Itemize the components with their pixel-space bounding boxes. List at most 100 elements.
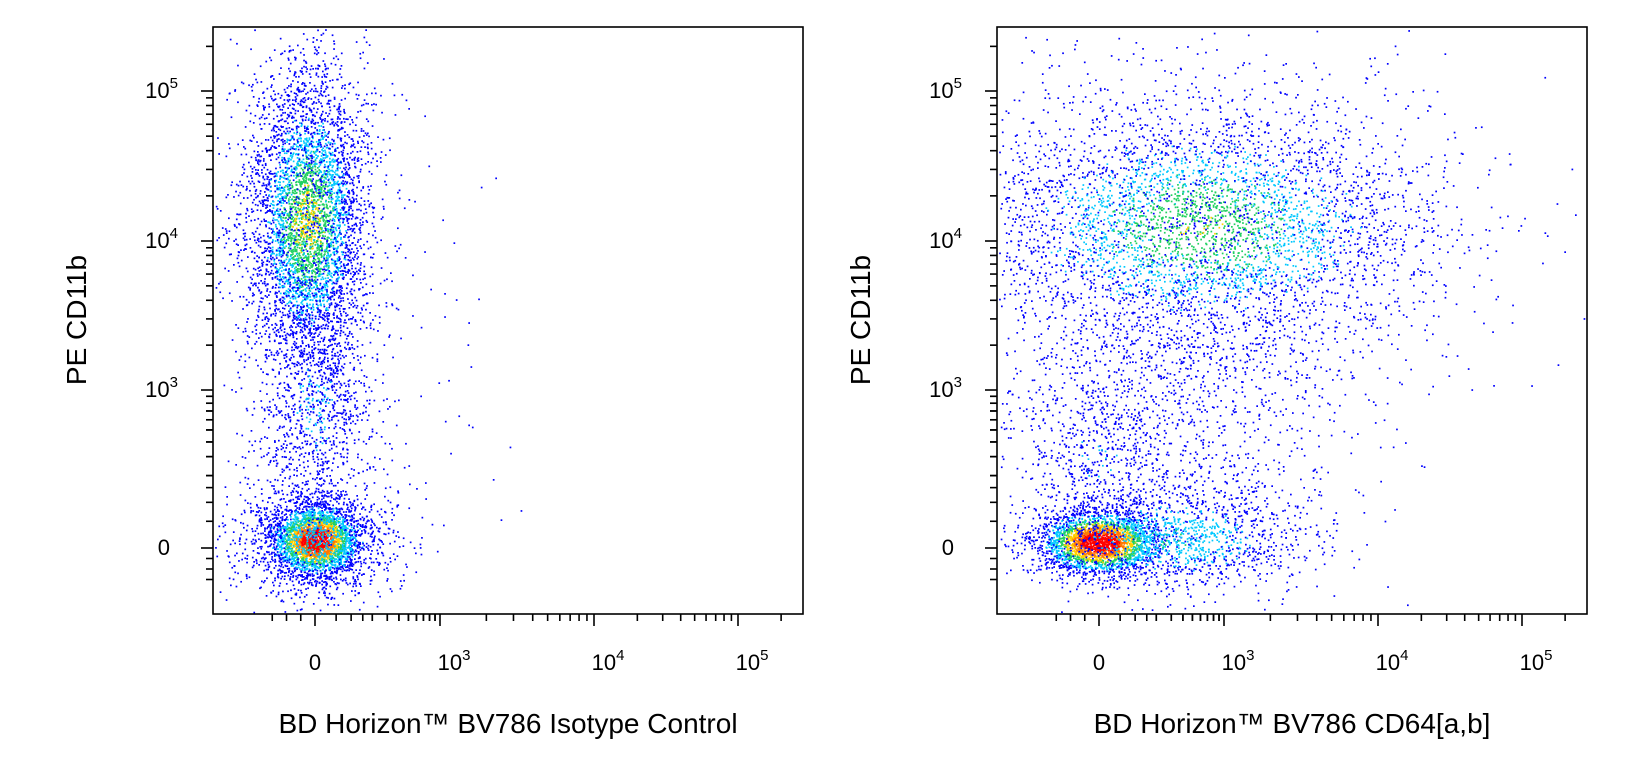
event-dot <box>302 561 304 563</box>
event-dot <box>309 552 311 554</box>
event-dot <box>379 540 381 542</box>
event-dot <box>343 564 345 566</box>
event-dot <box>300 525 302 527</box>
event-dot <box>351 524 353 526</box>
event-dot <box>294 555 296 557</box>
event-dot <box>303 198 305 200</box>
event-dot <box>321 510 323 512</box>
event-dot <box>305 506 307 508</box>
event-dot <box>375 558 377 560</box>
event-dot <box>282 112 284 114</box>
event-dot <box>309 547 311 549</box>
event-dot <box>274 549 276 551</box>
event-dot <box>317 499 319 501</box>
event-dot <box>300 570 302 572</box>
event-dot <box>287 526 289 528</box>
event-dot <box>306 527 308 529</box>
event-dot <box>321 554 323 556</box>
event-dot <box>279 585 281 587</box>
event-dot <box>353 578 355 580</box>
event-dot <box>305 588 307 590</box>
event-dot <box>331 537 333 539</box>
event-dot <box>269 106 271 108</box>
event-dot <box>338 543 340 545</box>
event-dot <box>290 519 292 521</box>
event-dot <box>355 254 357 256</box>
event-dot <box>360 585 362 587</box>
event-dot <box>317 91 319 93</box>
event-dot <box>331 542 333 544</box>
event-dot <box>353 572 355 574</box>
event-dot <box>242 523 244 525</box>
event-dot <box>336 317 338 319</box>
event-dot <box>234 555 236 557</box>
event-dot <box>310 521 312 523</box>
event-dot <box>307 480 309 482</box>
event-dot <box>333 530 335 532</box>
event-dot <box>318 597 320 599</box>
event-dot <box>327 576 329 578</box>
event-dot <box>268 181 270 183</box>
event-dot <box>281 490 283 492</box>
event-dot <box>330 552 332 554</box>
event-dot <box>351 545 353 547</box>
event-dot <box>305 512 307 514</box>
event-dot <box>279 520 281 522</box>
event-dot <box>256 528 258 530</box>
event-dot <box>345 230 347 232</box>
event-dot <box>317 249 319 251</box>
event-dot <box>318 508 320 510</box>
event-dot <box>255 204 257 206</box>
event-dot <box>344 88 346 90</box>
event-dot <box>331 448 333 450</box>
event-dot <box>364 498 366 500</box>
event-dot <box>271 553 273 555</box>
event-dot <box>302 552 304 554</box>
event-dot <box>288 485 290 487</box>
event-dot <box>358 209 360 211</box>
event-dot <box>383 555 385 557</box>
event-dot <box>287 560 289 562</box>
event-dot <box>263 313 265 315</box>
event-dot <box>301 544 303 546</box>
event-dot <box>270 532 272 534</box>
event-dot <box>348 240 350 242</box>
event-dot <box>323 254 325 256</box>
event-dot <box>264 325 266 327</box>
event-dot <box>286 530 288 532</box>
event-dot <box>268 564 270 566</box>
event-dot <box>306 543 308 545</box>
event-dot <box>313 603 315 605</box>
event-dot <box>288 568 290 570</box>
event-dot <box>350 259 352 261</box>
event-dot <box>314 532 316 534</box>
event-dot <box>291 530 293 532</box>
event-dot <box>338 152 340 154</box>
event-dot <box>286 553 288 555</box>
event-dot <box>333 535 335 537</box>
event-dot <box>334 98 336 100</box>
event-dot <box>264 527 266 529</box>
event-dot <box>250 512 252 514</box>
event-dot <box>290 573 292 575</box>
event-dot <box>334 143 336 145</box>
event-dot <box>241 513 243 515</box>
event-dot <box>326 523 328 525</box>
event-dot <box>298 527 300 529</box>
event-dot <box>327 529 329 531</box>
event-dot <box>398 536 400 538</box>
event-dot <box>289 546 291 548</box>
event-dot <box>244 236 246 238</box>
event-dot <box>311 493 313 495</box>
event-dot <box>280 578 282 580</box>
event-dot <box>305 500 307 502</box>
event-dot <box>234 572 236 574</box>
event-dot <box>296 301 298 303</box>
event-dot <box>324 164 326 166</box>
event-dot <box>351 560 353 562</box>
event-dot <box>372 273 374 275</box>
event-dot <box>334 568 336 570</box>
event-dot <box>322 534 324 536</box>
event-dot <box>347 565 349 567</box>
event-dot <box>393 532 395 534</box>
